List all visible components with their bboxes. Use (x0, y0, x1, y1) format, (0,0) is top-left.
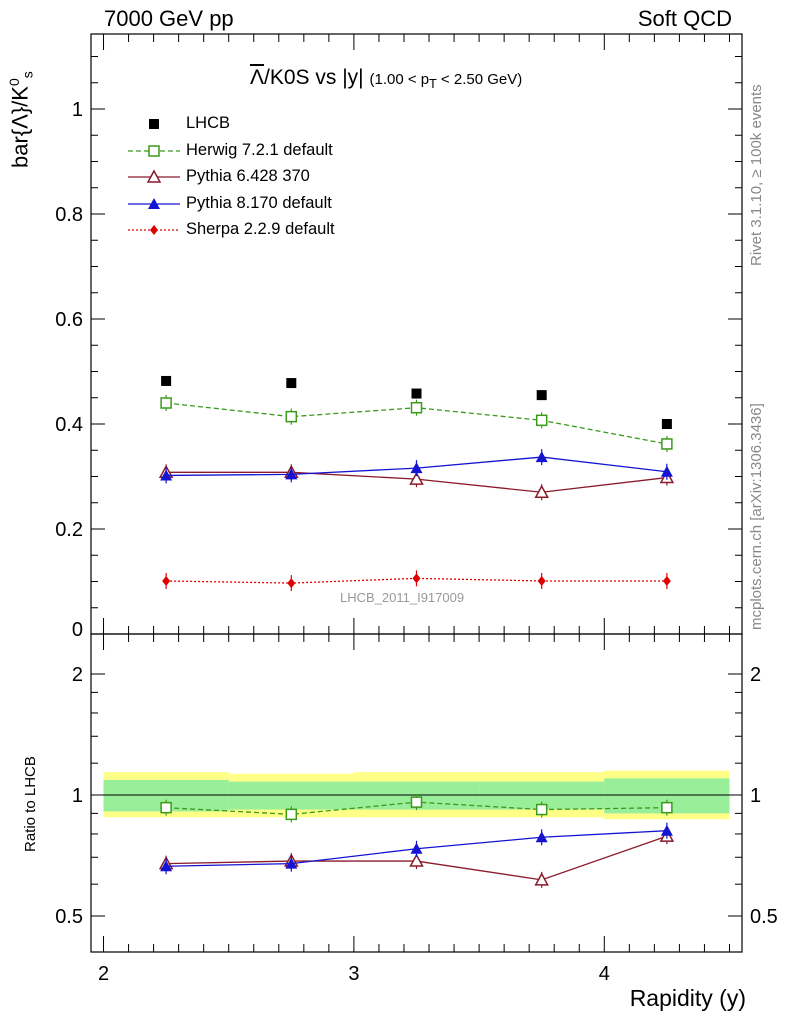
ratio-y-tick-label: 2 (72, 664, 83, 686)
main-pythia6-point (409, 471, 424, 485)
legend-marker-pythia6 (128, 169, 180, 183)
legend-marker-data (149, 119, 159, 129)
ratio-plot-frame (90, 633, 743, 953)
legend-marker-herwig (128, 144, 180, 157)
ratio-y-tick-label-right: 0.5 (750, 906, 778, 928)
title-lambda-bar: Λ (250, 66, 265, 89)
main-data-point (661, 419, 672, 429)
ratio-herwig-point (160, 801, 172, 814)
ratio-pythia6-point (534, 872, 549, 886)
title-cut-sub: T (429, 77, 437, 91)
main-y-axis-label: bar{Λ}/K0s (6, 71, 36, 168)
legend-point-pythia8 (148, 197, 160, 209)
ratio-y-tick-label-right: 2 (750, 664, 761, 686)
ratio-pythia8-point (160, 860, 173, 872)
main-data-point (411, 388, 422, 399)
legend-marker-pythia8 (128, 197, 180, 209)
ratio-y-tick-label: 1 (72, 785, 83, 807)
rivet-version-label: Rivet 3.1.10, ≥ 100k events (748, 84, 765, 266)
main-sherpa-point (412, 573, 421, 584)
main-herwig-point (410, 401, 423, 414)
legend-point-herwig (148, 144, 160, 157)
ratio-x-tick-label: 2 (98, 963, 109, 985)
legend-symbol-sherpa (150, 225, 158, 235)
main-herwig-point (661, 438, 673, 450)
ratio-herwig-point (410, 796, 423, 808)
main-pythia8-point (535, 451, 548, 463)
ratio-band-green-1 (228, 781, 354, 810)
analysis-tag: LHCB_2011_I917009 (340, 590, 465, 605)
main-pythia8-point (285, 468, 298, 480)
legend-symbol-pythia6 (146, 169, 162, 183)
main-herwig-point (160, 397, 172, 409)
legend-point-pythia6 (146, 169, 162, 183)
main-herwig-point (535, 414, 548, 427)
ratio-y-axis-label: Ratio to LHCB (22, 756, 39, 852)
main-y-axis-label-sub: s (19, 71, 36, 79)
ratio-pythia8-point (285, 857, 298, 869)
ratio-pythia8-point (660, 824, 673, 836)
main-y-tick-label: 0 (72, 619, 83, 641)
legend-label-data: LHCB (186, 114, 231, 132)
ratio-x-tick-label: 3 (348, 963, 359, 985)
main-y-tick-label: 1 (72, 99, 83, 121)
legend-point-sherpa (150, 225, 158, 235)
main-pythia8-point (410, 462, 423, 474)
plot-title: Λ/K0S vs |y| (1.00 < pT < 2.50 GeV) (250, 66, 522, 91)
main-herwig-point (285, 410, 298, 423)
process-label: Soft QCD (637, 6, 732, 31)
main-data-point (536, 390, 547, 401)
main-data-point (286, 378, 297, 389)
main-data-point (161, 375, 172, 386)
ratio-pythia6-point (409, 853, 424, 867)
main-pythia8-point (660, 465, 673, 477)
mcplots-label: mcplots.cern.ch [arXiv:1306.3436] (748, 403, 765, 630)
title-cut-close: < 2.50 GeV) (436, 71, 523, 88)
legend-symbol-herwig (148, 144, 160, 157)
ratio-herwig-point (285, 808, 298, 821)
title-main: /K0S vs |y| (264, 66, 364, 89)
main-sherpa-point (662, 575, 671, 586)
main-y-axis-label-text: bar{Λ}/K (7, 86, 33, 168)
ratio-pythia8-point (410, 842, 423, 854)
ratio-y-tick-label: 0.5 (55, 906, 83, 928)
legend-label-sherpa: Sherpa 2.2.9 default (186, 220, 335, 238)
legend-point-data (149, 119, 159, 129)
main-sherpa-line (166, 577, 667, 584)
main-y-axis-label-sup: 0 (6, 78, 22, 87)
legend-label-herwig: Herwig 7.2.1 default (186, 140, 333, 159)
ratio-herwig-point (535, 803, 548, 816)
main-y-tick-label: 0.2 (55, 519, 83, 541)
legend-marker-sherpa (128, 225, 180, 235)
title-cut-open: (1.00 < p (369, 71, 430, 88)
main-y-tick-label: 0.4 (55, 414, 83, 436)
ratio-y-tick-label-right: 1 (750, 785, 761, 807)
legend-symbol-data (149, 119, 159, 129)
main-sherpa-point (537, 575, 546, 586)
ratio-x-tick-label: 4 (599, 963, 610, 985)
main-y-tick-label: 0.8 (55, 204, 83, 226)
ratio-pythia8-point (535, 831, 548, 843)
ratio-herwig-point (661, 801, 673, 814)
main-pythia8-point (160, 469, 173, 481)
main-sherpa-point (162, 575, 171, 586)
main-pythia6-point (534, 484, 549, 498)
legend-label-pythia6: Pythia 6.428 370 (186, 167, 310, 185)
main-y-tick-label: 0.6 (55, 309, 83, 331)
legend-symbol-pythia8 (148, 197, 160, 209)
main-sherpa-point (287, 578, 296, 589)
legend-label-pythia8: Pythia 8.170 default (186, 193, 332, 212)
beam-energy-label: 7000 GeV pp (104, 6, 234, 31)
x-axis-label: Rapidity (y) (629, 985, 746, 1011)
